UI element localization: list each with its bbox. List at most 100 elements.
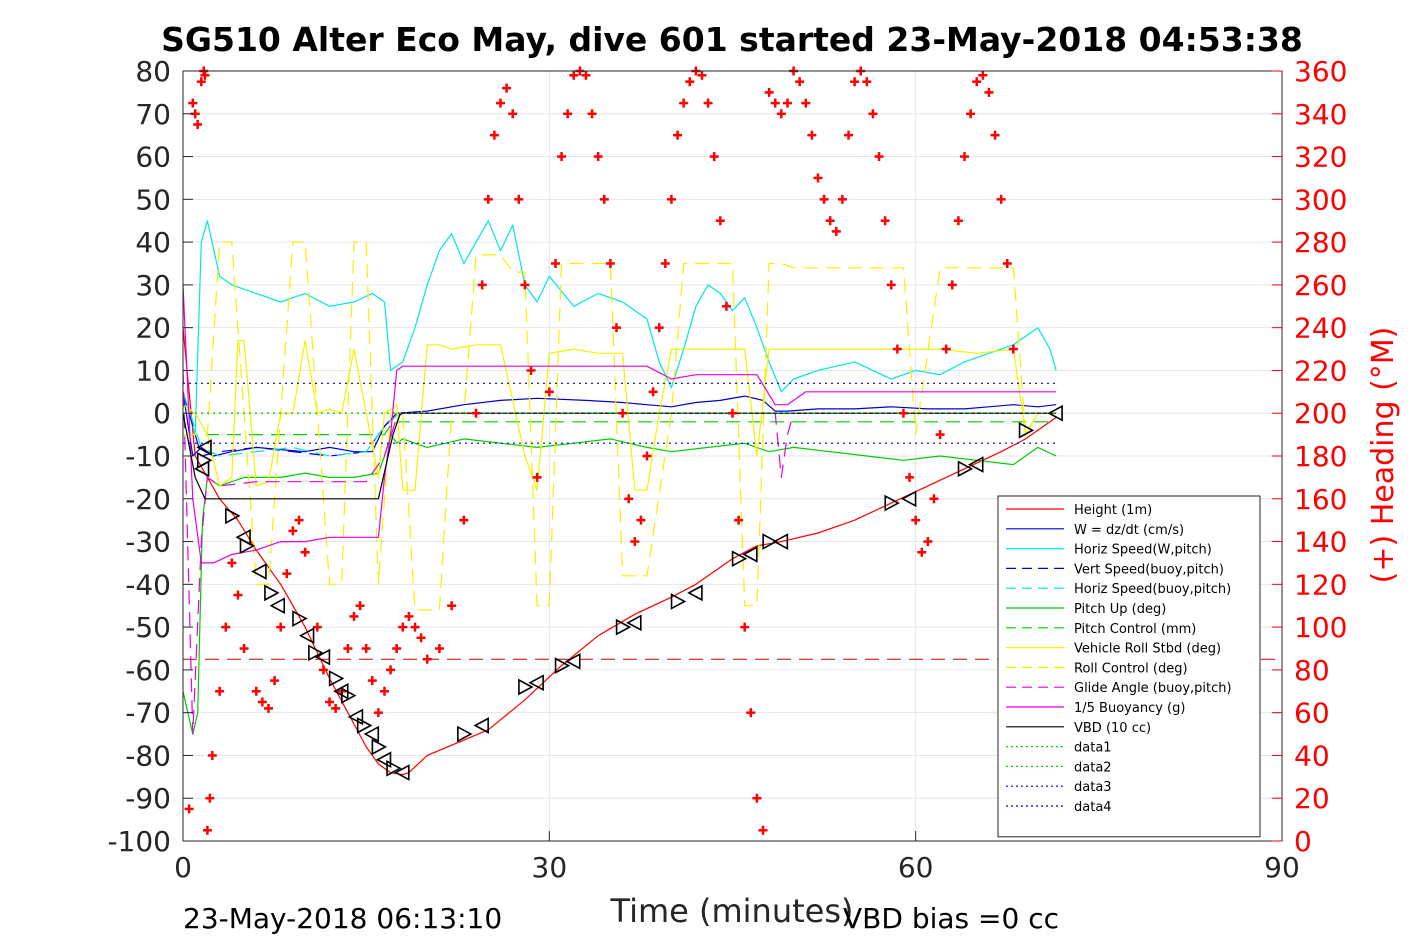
heading-point: [404, 611, 414, 621]
vbd-marker: [615, 618, 632, 636]
heading-point: [447, 601, 457, 611]
y-tick-label: 60: [135, 141, 171, 174]
heading-point: [398, 622, 408, 632]
legend-entry: Vehicle Roll Stbd (deg): [1074, 642, 1221, 657]
heading-point: [221, 622, 231, 632]
series-vehicle-roll-stbd-deg: [182, 339, 1057, 491]
vbd-marker: [386, 759, 402, 777]
y-tick-label: -10: [125, 440, 171, 473]
heading-point: [502, 83, 512, 93]
vbd-marker: [687, 584, 703, 602]
legend-entry: data4: [1074, 800, 1112, 815]
y2-tick-labels: 3603403203002802602402202001801601401201…: [1272, 55, 1347, 858]
vbd-marker: [731, 550, 748, 568]
vbd-marker: [1047, 404, 1063, 422]
heading-point: [941, 344, 951, 354]
heading-point: [373, 708, 383, 718]
heading-point: [188, 98, 198, 108]
heading-point: [935, 430, 945, 440]
vbd-marker: [328, 670, 345, 687]
y2-tick-label: 300: [1294, 183, 1347, 216]
heading-point: [593, 152, 603, 162]
y-tick-label: 20: [135, 312, 171, 345]
vbd-marker: [742, 546, 758, 563]
vbd-marker: [298, 627, 315, 645]
heading-point: [581, 70, 591, 80]
vbd-marker: [457, 725, 473, 743]
heading-point: [782, 98, 792, 108]
heading-point: [746, 708, 756, 718]
legend-entry: VBD (10 cc): [1074, 721, 1151, 736]
y2-tick-label: 0: [1294, 825, 1312, 858]
heading-point: [202, 825, 212, 835]
y-tick-label: -60: [125, 654, 171, 687]
heading-point: [624, 494, 634, 504]
heading-point: [764, 87, 774, 97]
series-1-5-buoyancy-g: [182, 284, 1057, 564]
heading-point: [392, 644, 402, 653]
legend-entry: Pitch Up (deg): [1074, 602, 1166, 617]
heading-point: [758, 825, 768, 835]
y2-tick-label: 320: [1294, 141, 1347, 174]
heading-point: [685, 77, 695, 87]
heading-point: [434, 644, 444, 653]
heading-point: [679, 98, 689, 108]
y2-tick-label: 160: [1294, 483, 1347, 516]
vbd-marker: [968, 456, 984, 473]
vbd-marker: [473, 717, 489, 734]
y-tick-label: -20: [125, 483, 171, 516]
heading-point: [410, 622, 420, 632]
heading-point: [630, 537, 640, 547]
heading-point: [886, 280, 896, 290]
legend-entry: Pitch Control (mm): [1074, 622, 1196, 637]
heading-point: [666, 194, 676, 204]
heading-point: [495, 98, 505, 108]
y-tick-label: -100: [107, 825, 171, 858]
y-tick-label: -70: [125, 697, 171, 730]
y2-tick-label: 120: [1294, 568, 1347, 601]
y2-tick-label: 180: [1294, 440, 1347, 473]
heading-point: [807, 130, 817, 140]
legend-entry: 1/5 Buoyancy (g): [1074, 701, 1185, 716]
vbd-marker: [626, 614, 642, 632]
heading-point: [752, 793, 762, 803]
y2-tick-label: 60: [1294, 697, 1330, 730]
x-tick-label: 30: [532, 851, 568, 884]
vbd-markers: [193, 404, 1063, 781]
heading-point: [673, 130, 683, 140]
y2-tick-label: 240: [1294, 312, 1347, 345]
heading-point: [605, 259, 615, 268]
vbd-marker: [347, 708, 364, 726]
y2-tick-label: 340: [1294, 98, 1347, 131]
legend-entry: Glide Angle (buoy,pitch): [1074, 681, 1232, 696]
heading-point: [996, 194, 1006, 204]
y-tick-label: 40: [135, 226, 171, 259]
heading-point: [837, 194, 847, 204]
vbd-marker: [554, 657, 571, 674]
legend-entry: data3: [1074, 780, 1112, 795]
x-axis-label: Time (minutes): [610, 892, 854, 930]
series-horiz-speed-buoy-pitch: [182, 391, 1057, 457]
y2-tick-label: 220: [1294, 354, 1347, 387]
heading-point: [868, 109, 878, 119]
y-tick-label: -90: [125, 782, 171, 815]
heading-point: [770, 98, 780, 108]
vbd-marker: [356, 717, 373, 734]
y2-tick-label: 200: [1294, 397, 1347, 430]
vbd-marker: [1018, 421, 1035, 439]
vbd-marker: [308, 644, 324, 662]
heading-point: [923, 537, 933, 547]
heading-point: [477, 280, 487, 290]
heading-point: [776, 109, 786, 119]
x-tick-label: 60: [898, 851, 934, 884]
legend-entry: W = dz/dt (cm/s): [1074, 523, 1184, 538]
heading-point: [654, 323, 664, 333]
y2-tick-label: 40: [1294, 739, 1330, 772]
y2-tick-label: 80: [1294, 654, 1330, 687]
heading-point: [318, 665, 328, 675]
legend-entry: data1: [1074, 741, 1112, 756]
heading-point: [697, 70, 707, 80]
x-tick-label: 90: [1264, 851, 1300, 884]
heading-point: [825, 216, 835, 226]
